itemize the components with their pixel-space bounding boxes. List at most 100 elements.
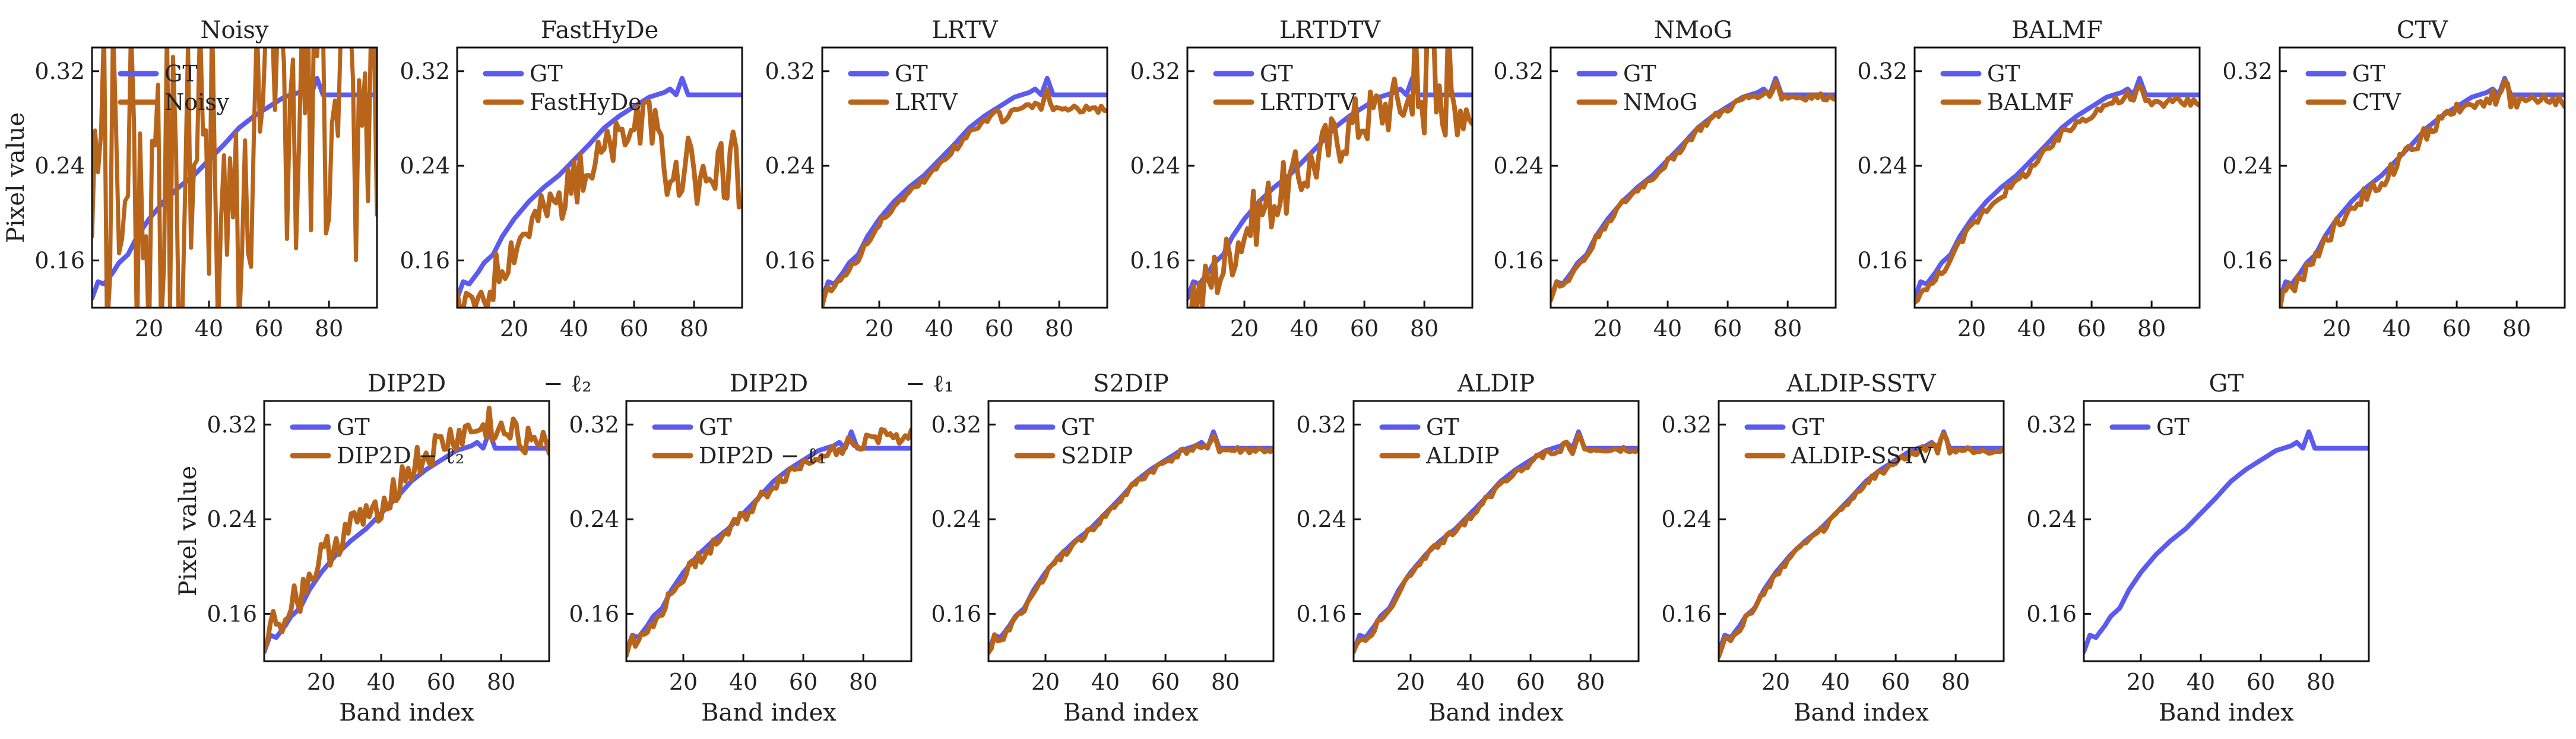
legend-label-estimate: Noisy (164, 89, 230, 115)
legend-label-gt: GT (164, 61, 198, 87)
x-tick-label: 80 (680, 315, 708, 342)
x-tick-label: 80 (487, 669, 515, 695)
series-line-gt (457, 75, 742, 301)
x-tick-label: 80 (1045, 315, 1073, 342)
y-tick-label: 0.16 (2222, 247, 2273, 273)
legend-label-estimate: S2DIP (1061, 443, 1133, 469)
y-tick-label: 0.24 (2026, 506, 2077, 532)
x-tick-label: 20 (307, 669, 335, 695)
x-tick-label: 60 (1350, 315, 1379, 342)
x-tick-label: 80 (315, 315, 343, 342)
series-line-estimate (1551, 80, 1836, 303)
panel-title: DIP2D (367, 370, 446, 397)
panel-title: NMoG (1654, 17, 1732, 44)
legend-label-gt: GT (1260, 61, 1293, 87)
panel-dip2d-7: DIP2D − ℓ₂ 0.16 0.24 0.32 20 40 60 80 Pixel value… (175, 370, 591, 727)
series-group (1187, 48, 1472, 308)
y-tick-label: 0.24 (1661, 506, 1712, 532)
x-tick-label: 60 (620, 315, 648, 342)
series-line-estimate (1354, 432, 1639, 654)
x-tick-label: 60 (1151, 669, 1180, 695)
y-tick-label: 0.32 (1493, 58, 1544, 84)
x-tick-label: 60 (2442, 315, 2471, 342)
x-tick-label: 60 (1516, 669, 1545, 695)
x-tick-label: 40 (1821, 669, 1850, 695)
panel-title: BALMF (2011, 17, 2103, 44)
series-line-estimate (1719, 431, 2004, 659)
series-line-estimate (1915, 83, 2200, 305)
series-line-estimate (626, 427, 911, 658)
plot-frame (2083, 400, 2370, 662)
y-tick-label: 0.16 (1296, 601, 1346, 627)
y-tick-label: 0.24 (1857, 153, 1908, 179)
y-tick-label: 0.16 (34, 247, 85, 273)
x-axis-label: Band index (2159, 699, 2294, 727)
panel-gt-12: GT 0.16 0.24 0.32 20 40 60 80 Band index GT (2026, 370, 2370, 727)
y-tick-label: 0.32 (2222, 58, 2273, 84)
legend-label-gt: GT (895, 61, 928, 87)
x-tick-label: 60 (2247, 669, 2275, 695)
y-tick-label: 0.32 (400, 58, 450, 84)
legend-label-gt: GT (2156, 414, 2190, 440)
x-tick-label: 80 (2502, 315, 2531, 342)
legend-label-estimate: NMoG (1623, 89, 1697, 115)
legend-label-estimate: DIP2D − ℓ₂ (337, 443, 464, 469)
series-group (1551, 75, 1836, 303)
plot-frame (625, 400, 912, 662)
series-group (457, 75, 742, 308)
series-group (822, 75, 1107, 308)
y-tick-label: 0.32 (1857, 58, 1908, 84)
x-axis-label: Band index (701, 699, 837, 727)
plot-frame (456, 46, 743, 309)
x-tick-label: 60 (1713, 315, 1742, 342)
y-axis-label: Pixel value (2, 112, 30, 243)
panel-s2dip-9: S2DIP 0.16 0.24 0.32 20 40 60 80 Band index GT S2D… (931, 370, 1275, 727)
y-tick-label: 0.32 (569, 412, 619, 438)
y-tick-label: 0.16 (931, 601, 981, 627)
y-tick-label: 0.32 (2026, 412, 2077, 438)
legend-label-estimate: LRTV (895, 89, 958, 115)
legend-label-gt: GT (1061, 414, 1094, 440)
panel-aldip-10: ALDIP 0.16 0.24 0.32 20 40 60 80 Band index GT ALD… (1296, 370, 1640, 727)
series-group (626, 427, 911, 658)
x-tick-label: 80 (2306, 669, 2335, 695)
y-tick-label: 0.24 (1296, 506, 1346, 532)
y-tick-label: 0.16 (1130, 247, 1180, 273)
y-tick-label: 0.16 (1493, 247, 1544, 273)
legend-label-gt: GT (1623, 61, 1656, 87)
series-line-gt (822, 75, 1107, 301)
legend-label-gt: GT (1426, 414, 1459, 440)
series-line-gt (2280, 75, 2565, 301)
y-axis-label: Pixel value (175, 466, 202, 596)
series-line-estimate (988, 434, 1273, 655)
panel-aldip-sstv-11: ALDIP-SSTV 0.16 0.24 0.32 20 40 60 80 Band index… (1661, 370, 2005, 727)
x-tick-label: 20 (135, 315, 163, 342)
y-tick-label: 0.32 (207, 412, 257, 438)
y-tick-label: 0.16 (400, 247, 450, 273)
x-tick-label: 20 (865, 315, 893, 342)
plot-frame (821, 46, 1108, 309)
x-tick-label: 40 (925, 315, 953, 342)
plot-frame (2279, 46, 2566, 309)
x-tick-label: 40 (1456, 669, 1485, 695)
legend-label-estimate: ALDIP-SSTV (1791, 443, 1933, 469)
x-tick-label: 40 (2017, 315, 2046, 342)
x-tick-label: 40 (195, 315, 223, 342)
x-tick-label: 80 (1211, 669, 1240, 695)
series-line-estimate (264, 405, 549, 652)
legend-label-estimate: ALDIP (1425, 443, 1500, 469)
series-line-estimate (822, 87, 1107, 308)
y-tick-label: 0.32 (1130, 58, 1180, 84)
plot-frame (1186, 46, 1474, 309)
series-line-estimate (457, 99, 742, 308)
y-tick-label: 0.16 (569, 601, 619, 627)
panel-title: ALDIP (1457, 370, 1535, 397)
panel-title: Noisy (201, 17, 269, 44)
legend-label-gt: GT (337, 414, 370, 440)
y-tick-label: 0.16 (2026, 601, 2077, 627)
y-tick-label: 0.24 (1493, 153, 1544, 179)
y-tick-label: 0.16 (207, 601, 257, 627)
x-tick-label: 80 (1773, 315, 1802, 342)
